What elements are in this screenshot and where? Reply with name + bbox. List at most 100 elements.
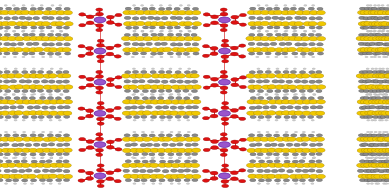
- Circle shape: [203, 148, 210, 152]
- Circle shape: [220, 133, 227, 136]
- Circle shape: [159, 8, 165, 10]
- Circle shape: [47, 17, 54, 20]
- Circle shape: [178, 157, 181, 159]
- Circle shape: [365, 174, 374, 179]
- Circle shape: [230, 46, 238, 50]
- Circle shape: [265, 94, 268, 95]
- Circle shape: [303, 100, 312, 104]
- Circle shape: [86, 109, 94, 113]
- Circle shape: [363, 74, 372, 78]
- Circle shape: [133, 119, 136, 121]
- Circle shape: [312, 56, 315, 58]
- Circle shape: [184, 169, 191, 172]
- Circle shape: [144, 163, 152, 167]
- Circle shape: [378, 119, 382, 121]
- Circle shape: [63, 153, 69, 156]
- Circle shape: [372, 137, 381, 141]
- Circle shape: [124, 33, 130, 36]
- Circle shape: [55, 33, 61, 36]
- Circle shape: [151, 157, 154, 159]
- Circle shape: [276, 157, 279, 158]
- Circle shape: [21, 174, 30, 179]
- Circle shape: [191, 111, 200, 115]
- Circle shape: [4, 94, 7, 95]
- Circle shape: [313, 94, 316, 95]
- Circle shape: [192, 170, 198, 173]
- Circle shape: [371, 80, 377, 83]
- Circle shape: [14, 174, 23, 179]
- Circle shape: [96, 28, 103, 32]
- Circle shape: [203, 24, 210, 27]
- Circle shape: [170, 43, 177, 46]
- Circle shape: [56, 17, 63, 20]
- Circle shape: [33, 157, 36, 159]
- Circle shape: [384, 74, 389, 78]
- Circle shape: [106, 78, 114, 81]
- Circle shape: [374, 157, 377, 159]
- Circle shape: [142, 137, 151, 141]
- Circle shape: [160, 30, 163, 32]
- Circle shape: [291, 70, 296, 74]
- Circle shape: [35, 111, 44, 115]
- Circle shape: [365, 43, 372, 46]
- Circle shape: [0, 36, 9, 41]
- Circle shape: [79, 75, 86, 78]
- Circle shape: [385, 148, 389, 153]
- Circle shape: [125, 106, 131, 109]
- Circle shape: [55, 7, 61, 10]
- Circle shape: [31, 160, 37, 163]
- Circle shape: [378, 100, 387, 104]
- Circle shape: [43, 11, 52, 15]
- Circle shape: [316, 160, 322, 163]
- Circle shape: [32, 157, 35, 158]
- Circle shape: [4, 17, 11, 20]
- Circle shape: [366, 68, 369, 70]
- Circle shape: [357, 48, 366, 52]
- Circle shape: [191, 33, 197, 36]
- Circle shape: [158, 134, 165, 137]
- Circle shape: [106, 145, 114, 149]
- Circle shape: [358, 22, 367, 26]
- Circle shape: [363, 134, 369, 137]
- Circle shape: [313, 157, 316, 158]
- Circle shape: [170, 16, 177, 19]
- Circle shape: [289, 148, 298, 153]
- Circle shape: [172, 85, 180, 89]
- Circle shape: [60, 94, 63, 95]
- Circle shape: [133, 33, 139, 36]
- Circle shape: [147, 16, 154, 19]
- Circle shape: [161, 157, 164, 159]
- Circle shape: [203, 117, 209, 120]
- Circle shape: [56, 26, 62, 29]
- Circle shape: [169, 30, 172, 32]
- Circle shape: [157, 148, 166, 153]
- Circle shape: [364, 160, 370, 163]
- Circle shape: [188, 31, 191, 32]
- Circle shape: [177, 137, 186, 141]
- Circle shape: [368, 160, 374, 163]
- Circle shape: [248, 85, 257, 89]
- Circle shape: [247, 10, 256, 15]
- Circle shape: [22, 115, 28, 119]
- Circle shape: [360, 100, 369, 104]
- Circle shape: [36, 163, 45, 167]
- Circle shape: [373, 143, 380, 147]
- Circle shape: [159, 94, 162, 95]
- Circle shape: [257, 94, 260, 95]
- Circle shape: [0, 97, 4, 100]
- Circle shape: [275, 119, 278, 121]
- Circle shape: [30, 134, 36, 137]
- Circle shape: [387, 5, 389, 6]
- Circle shape: [163, 10, 172, 15]
- Circle shape: [156, 174, 165, 179]
- Circle shape: [41, 80, 48, 83]
- Circle shape: [203, 86, 210, 89]
- Circle shape: [151, 33, 157, 36]
- Circle shape: [249, 33, 255, 36]
- Circle shape: [221, 55, 229, 59]
- Circle shape: [6, 160, 12, 163]
- Circle shape: [294, 56, 298, 58]
- Circle shape: [36, 22, 45, 26]
- Circle shape: [51, 5, 54, 6]
- Circle shape: [257, 169, 263, 173]
